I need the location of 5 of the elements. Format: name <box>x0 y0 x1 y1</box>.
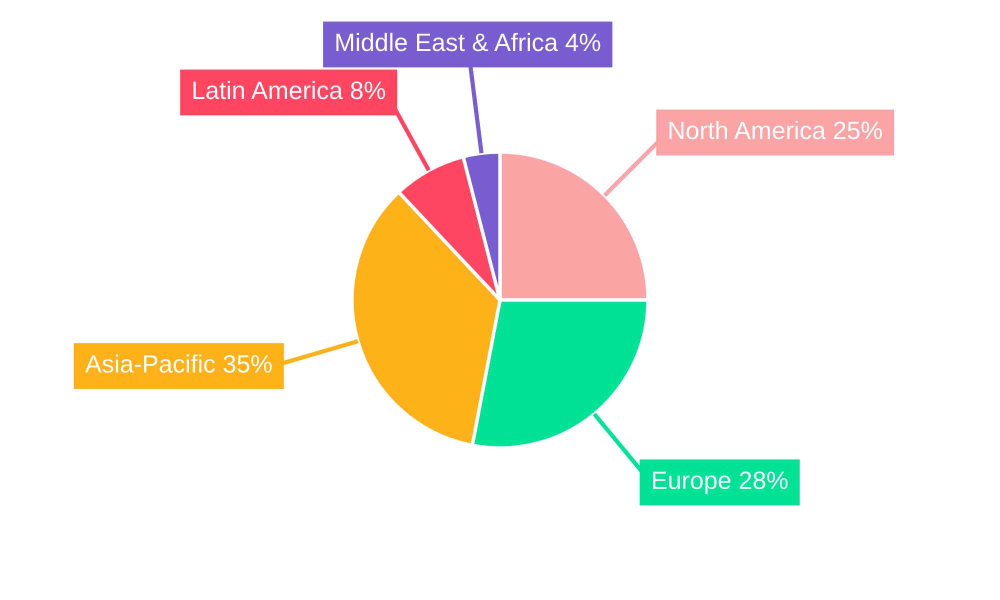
slice-label: Latin America 8% <box>193 80 386 100</box>
slice-label: Asia-Pacific 35% <box>85 354 272 373</box>
slice-label: Middle East & Africa 4% <box>336 32 600 52</box>
slice-label: Europe 28% <box>652 471 788 494</box>
slice-label: North America 25% <box>669 120 882 140</box>
